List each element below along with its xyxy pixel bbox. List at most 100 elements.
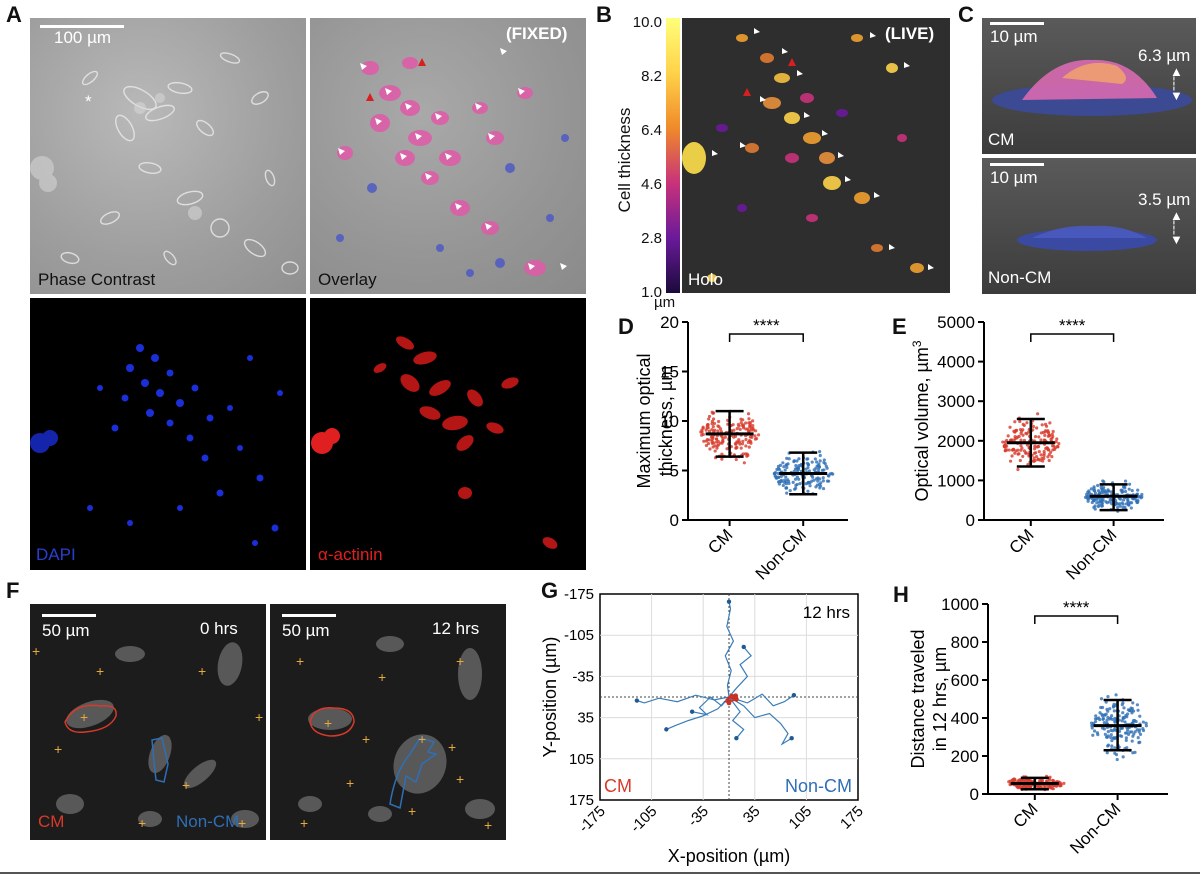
- phase-scalebar: [40, 25, 124, 28]
- svg-text:+: +: [80, 709, 88, 725]
- panel-label-c: C: [958, 2, 974, 27]
- svg-text:+: +: [255, 709, 263, 725]
- noncm-track-end: [791, 693, 797, 698]
- y-axis-label: in 12 hrs, µm: [930, 647, 950, 751]
- bottom-rule: [0, 872, 1200, 874]
- svg-text:+: +: [54, 741, 62, 757]
- significance-bracket: [1034, 615, 1119, 624]
- noncm-caption: Non-CM: [988, 268, 1052, 287]
- panel-label-b: B: [596, 2, 612, 27]
- tracking-cells-12h: + ++ ++ + +++ ++ +: [296, 636, 495, 833]
- cm-3d-shape: [992, 59, 1192, 116]
- chart-max-thickness: 0 5 10 15 20 Maximum optical thickness, µm CM No…: [634, 313, 848, 584]
- y-axis-label: Optical volume, µm3: [910, 340, 932, 501]
- holo-image: [682, 18, 950, 293]
- tracking-image-12h: + + + + + + + + + + + +: [270, 604, 506, 840]
- y-tick-label: 5000: [937, 313, 975, 332]
- colorbar-tick: 10.0: [632, 14, 662, 31]
- noncm-track-end: [634, 698, 640, 703]
- svg-text:+: +: [418, 731, 426, 747]
- chart-distance-traveled: 0 200 400 600 800 1000 Distance traveled in 12 …: [908, 595, 1168, 858]
- chart-optical-volume: 0 1000 2000 3000 4000 5000 Optical volume, µm3…: [910, 313, 1164, 584]
- dapi-image: [30, 298, 306, 570]
- overlay-tag: (FIXED): [506, 24, 568, 43]
- noncm-track: [691, 696, 730, 716]
- y-axis-label: Maximum optical: [634, 353, 654, 488]
- phase-asterisk: *: [85, 92, 92, 111]
- phase-contrast-image: [30, 18, 306, 294]
- dots-non-cm: [1089, 693, 1148, 762]
- tracking-cells-0h: + + + + + + + + +: [32, 642, 263, 831]
- x-tick-label: -105: [627, 803, 660, 836]
- colorbar-tick: 6.4: [641, 122, 662, 139]
- holo-caption: Holo: [688, 270, 723, 289]
- cm-track-end: [726, 700, 732, 706]
- dots-non-cm: [772, 450, 835, 496]
- y-tick-label: -35: [572, 668, 594, 685]
- svg-text:+: +: [362, 731, 370, 747]
- tracking-scalebar-12h: [282, 614, 336, 617]
- colorbar-tick: 1.0: [641, 284, 662, 301]
- y-tick-label: 15: [660, 363, 679, 382]
- colorbar-tick: 2.8: [641, 230, 662, 247]
- x-tick-label: CM: [1005, 525, 1037, 557]
- y-tick-label: -105: [564, 627, 594, 644]
- svg-text:+: +: [456, 771, 464, 787]
- svg-text:+: +: [32, 643, 40, 659]
- noncm-track-end: [664, 727, 669, 732]
- x-tick-label: 105: [786, 803, 816, 833]
- phase-caption: Phase Contrast: [38, 270, 156, 289]
- tracking-scalebar-0h: [42, 614, 96, 617]
- noncm-scalebar: [990, 163, 1044, 166]
- cm-scalebar: [990, 22, 1044, 25]
- x-tick-label: 175: [837, 803, 867, 833]
- y-tick-label: 0: [670, 511, 679, 530]
- noncm-track: [728, 646, 752, 698]
- x-tick-label: CM: [1009, 799, 1041, 831]
- significance-label: ****: [1059, 316, 1086, 335]
- cm-scalebar-label: 10 µm: [990, 27, 1038, 46]
- panel-label-e: E: [892, 314, 907, 339]
- phase-cells: [30, 52, 299, 275]
- noncm-track-end: [789, 736, 794, 741]
- y-tick-label: 800: [951, 633, 979, 652]
- y-tick-label: 10: [660, 412, 679, 431]
- svg-text:+: +: [324, 715, 332, 731]
- actinin-cells: [311, 336, 558, 549]
- tracking-time-12h: 12 hrs: [432, 619, 480, 638]
- svg-text:+: +: [300, 815, 308, 831]
- significance-bracket: [728, 333, 804, 342]
- dapi-nuclei: [30, 344, 283, 546]
- y-tick-label: 600: [951, 671, 979, 690]
- chart-trajectories: -175 -105 -35 35 105 175-175-105-3535105175X-…: [540, 586, 867, 866]
- tracking-cm-label: CM: [38, 812, 65, 831]
- noncm-track-end: [726, 599, 732, 604]
- y-tick-label: 175: [569, 792, 594, 809]
- noncm-track: [728, 693, 795, 707]
- legend-noncm: Non-CM: [785, 776, 852, 796]
- panel-label-a: A: [6, 2, 22, 27]
- significance-bracket: [1030, 333, 1115, 342]
- y-axis-label: thickness, µm: [656, 366, 676, 476]
- y-tick-label: -175: [564, 586, 594, 603]
- y-tick-label: 35: [577, 710, 594, 727]
- tracking-scalebar-label-12h: 50 µm: [282, 621, 330, 640]
- tracking-noncm-label: Non-CM: [176, 812, 240, 831]
- y-tick-label: 2000: [937, 432, 975, 451]
- y-tick-label: 1000: [937, 471, 975, 490]
- y-tick-label: 105: [569, 751, 594, 768]
- y-tick-label: 5: [670, 462, 679, 481]
- cm-caption: CM: [988, 130, 1015, 149]
- x-tick-label: Non-CM: [752, 525, 810, 583]
- colorbar-tick: 4.6: [641, 176, 662, 193]
- svg-text:+: +: [96, 663, 104, 679]
- y-axis-label: Distance traveled: [908, 629, 928, 768]
- noncm-track-end: [741, 644, 746, 650]
- holo-tag: (LIVE): [885, 24, 935, 43]
- x-tick-label: CM: [704, 525, 736, 557]
- legend-cm: CM: [604, 776, 632, 796]
- svg-text:+: +: [138, 815, 146, 831]
- svg-text:+: +: [182, 777, 190, 793]
- panel-label-d: D: [618, 314, 634, 339]
- svg-text:+: +: [238, 815, 246, 831]
